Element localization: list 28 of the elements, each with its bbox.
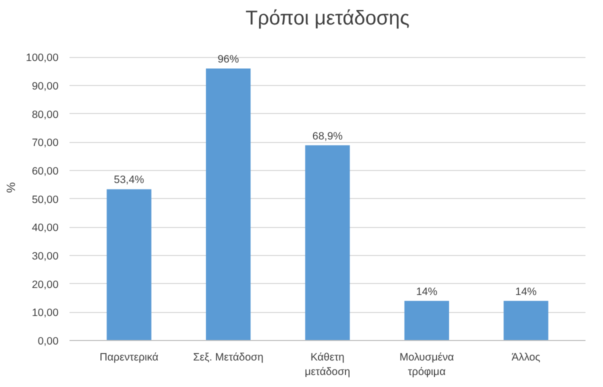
y-tick-label: 10,00: [32, 307, 59, 320]
bar: [504, 300, 548, 340]
y-tick-label: 80,00: [32, 108, 59, 121]
y-tick-label: 50,00: [32, 194, 59, 206]
y-tick-label: 30,00: [32, 250, 59, 262]
y-tick-label: 0,00: [38, 336, 59, 348]
chart-title: Τρόποι μετάδοσης: [245, 8, 410, 30]
bar: [404, 300, 450, 340]
y-tick-label: 40,00: [32, 222, 59, 234]
y-tick-label: 90,00: [32, 80, 59, 92]
y-tick-label: 70,00: [32, 137, 59, 150]
x-tick-label: Παρεντερικά: [100, 352, 158, 364]
x-tick-label: Κάθετη μετάδοση: [304, 352, 350, 378]
data-label: 14%: [515, 286, 538, 298]
x-tick-label: Άλλος: [512, 352, 540, 364]
x-tick-label: Σεξ. Μετάδοση: [193, 352, 264, 364]
y-tick-label: 20,00: [32, 278, 59, 291]
bar: [305, 145, 350, 340]
data-label: 14%: [416, 286, 438, 298]
x-tick-label: Μολυσμένα τρόφιμα: [400, 352, 454, 378]
data-label: 68,9%: [312, 130, 344, 142]
data-label: 96%: [218, 54, 240, 66]
y-tick-label: 100,00: [26, 52, 59, 64]
y-tick-label: 60,00: [32, 166, 59, 178]
bar: [106, 189, 152, 340]
y-axis-title: %: [4, 182, 18, 193]
bar: [206, 68, 251, 340]
data-label: 53,4%: [114, 174, 145, 186]
